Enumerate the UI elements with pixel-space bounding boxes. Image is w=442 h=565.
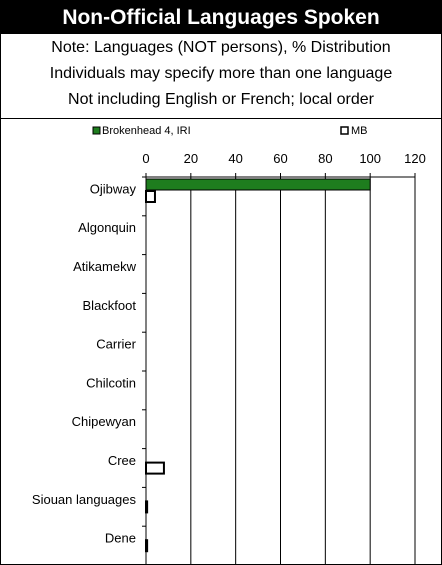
legend-swatch [92,126,101,135]
x-tick-label: 80 [318,151,332,166]
category-label: Chipewyan [72,414,136,429]
category-label: Carrier [96,337,136,352]
x-tick-label: 20 [184,151,198,166]
bar-mb [145,190,156,203]
bar-brokenhead [145,178,371,191]
legend-label: MB [351,125,368,137]
legend-swatch [340,126,349,135]
note-line-1: Note: Languages (NOT persons), % Distrib… [51,39,391,56]
category-label: Dene [105,531,136,546]
category-label: Algonquin [78,220,136,235]
category-label: Ojibway [90,181,137,196]
category-label: Cree [108,453,136,468]
page-title: Non-Official Languages Spoken [1,1,441,34]
bar-mb [145,461,165,475]
category-label: Atikamekw [73,259,136,274]
legend-label: Brokenhead 4, IRI [102,125,191,137]
note-line-3: Not including English or French; local o… [68,91,374,108]
note-line-2: Individuals may specify more than one la… [49,65,393,82]
x-tick-label: 0 [142,151,149,166]
category-label: Chilcotin [86,375,136,390]
x-tick-label: 60 [273,151,287,166]
category-label: Siouan languages [32,492,137,507]
x-tick-label: 40 [228,151,242,166]
notes-box: Note: Languages (NOT persons), % Distrib… [1,34,441,119]
x-tick-label: 120 [404,151,426,166]
category-label: Blackfoot [83,298,137,313]
x-tick-label: 100 [359,151,381,166]
